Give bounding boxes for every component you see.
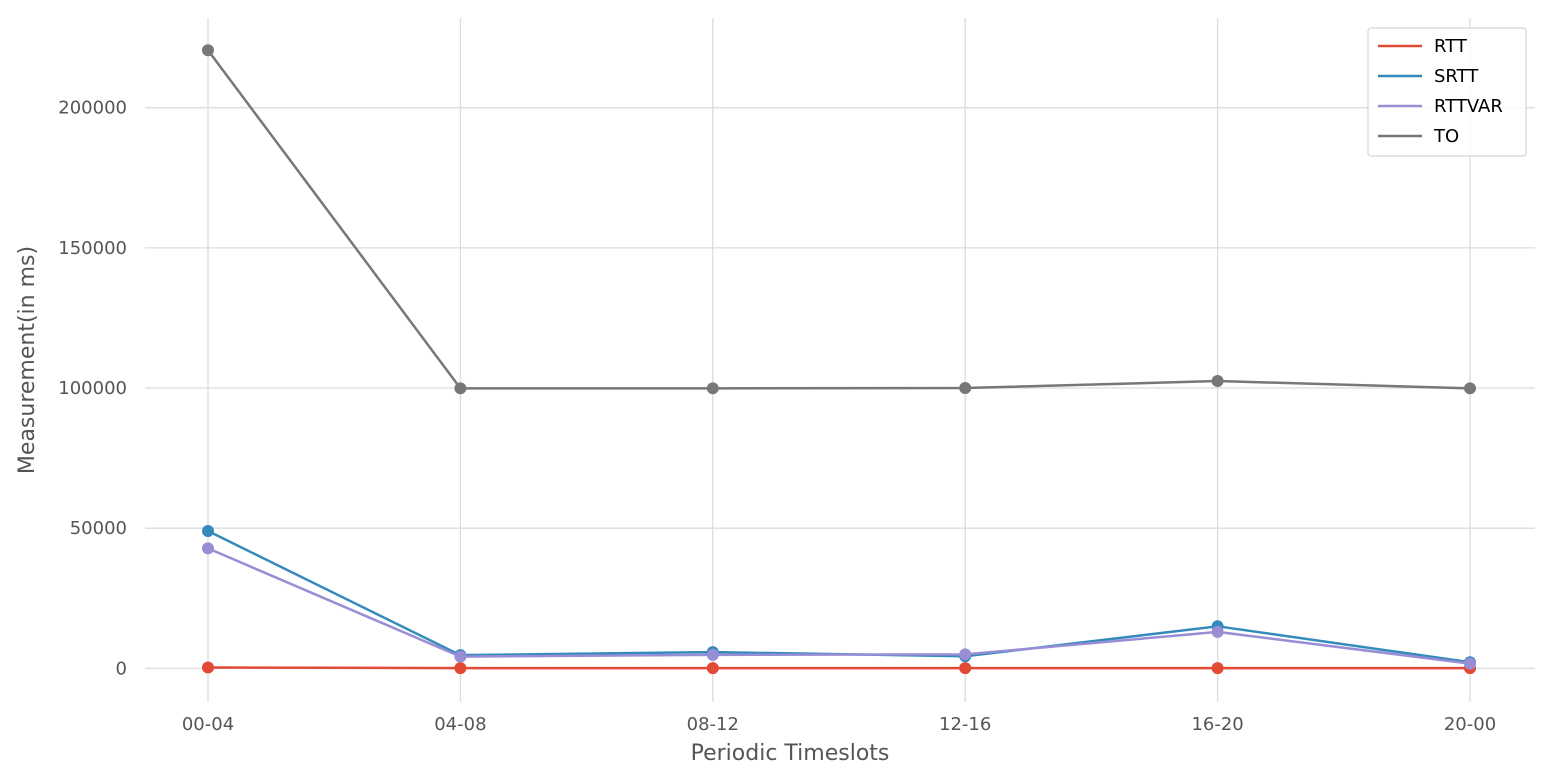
x-tick-label: 08-12: [687, 714, 739, 735]
data-point-to: [959, 382, 972, 395]
x-tick-label: 16-20: [1191, 714, 1243, 735]
series-srtt: [202, 525, 1476, 669]
series-line-to: [206, 49, 1471, 390]
legend-label-rtt: RTT: [1434, 36, 1468, 57]
data-point-rttvar: [1211, 625, 1224, 638]
y-tick-label: 50000: [70, 518, 127, 539]
data-point-to: [1464, 382, 1476, 395]
legend-label-rttvar: RTTVAR: [1434, 96, 1503, 117]
data-point-rtt: [706, 662, 719, 675]
grid-lines: [145, 18, 1535, 702]
legend: RTT SRTT RTTVAR TO: [1367, 27, 1527, 157]
data-point-to: [202, 44, 214, 57]
data-point-rttvar: [1464, 657, 1476, 670]
data-point-to: [454, 382, 467, 395]
x-tick-label: 04-08: [434, 714, 486, 735]
series-rttvar: [202, 542, 1476, 670]
series-group: [202, 44, 1476, 675]
legend-label-srtt: SRTT: [1434, 66, 1479, 87]
data-point-to: [706, 382, 719, 395]
series-rtt: [202, 661, 1476, 675]
series-to: [202, 44, 1476, 395]
legend-label-to: TO: [1433, 126, 1459, 147]
data-point-rttvar: [959, 648, 972, 661]
data-point-rttvar: [454, 650, 467, 663]
data-point-rtt: [1211, 662, 1224, 675]
data-point-srtt: [202, 525, 214, 537]
data-point-rttvar: [202, 542, 214, 555]
data-point-to: [1211, 375, 1224, 388]
series-line-srtt: [207, 529, 1471, 664]
legend-frame: [1367, 27, 1527, 157]
x-axis-label: Periodic Timeslots: [691, 741, 890, 766]
data-point-rtt: [959, 662, 972, 675]
y-tick-label: 200000: [58, 98, 127, 119]
y-tick-label: 100000: [58, 378, 127, 399]
y-axis-label: Measurement(in ms): [15, 246, 40, 474]
series-line-rttvar: [207, 547, 1471, 665]
x-tick-label: 00-04: [182, 714, 234, 735]
y-tick-label: 0: [116, 658, 127, 679]
y-tick-labels: 0 50000 100000 150000 200000: [58, 98, 127, 680]
y-tick-label: 150000: [58, 238, 127, 259]
data-point-rtt: [454, 662, 467, 675]
data-point-rtt: [202, 661, 214, 674]
series-line-rtt: [207, 666, 1470, 670]
x-tick-label: 20-00: [1444, 714, 1496, 735]
x-tick-labels: 00-04 04-08 08-12 12-16 16-20 20-00: [182, 714, 1496, 735]
x-tick-label: 12-16: [939, 714, 991, 735]
data-point-rttvar: [706, 648, 719, 661]
